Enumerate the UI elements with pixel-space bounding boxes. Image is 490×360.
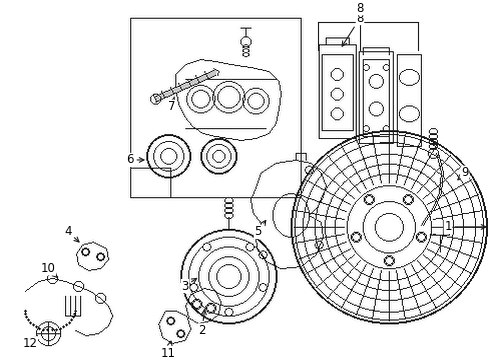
Text: 10: 10: [41, 262, 57, 278]
Text: 3: 3: [181, 278, 196, 293]
Text: 5: 5: [254, 220, 266, 238]
Text: 11: 11: [161, 341, 175, 360]
Text: 6: 6: [126, 153, 144, 166]
Text: 8: 8: [342, 12, 364, 46]
Text: 9: 9: [458, 166, 469, 180]
Text: 12: 12: [23, 336, 38, 350]
Text: 8: 8: [356, 2, 364, 15]
Text: 4: 4: [64, 225, 79, 242]
Text: 2: 2: [198, 310, 206, 337]
Text: 1: 1: [444, 220, 486, 233]
Text: 7: 7: [168, 97, 176, 113]
